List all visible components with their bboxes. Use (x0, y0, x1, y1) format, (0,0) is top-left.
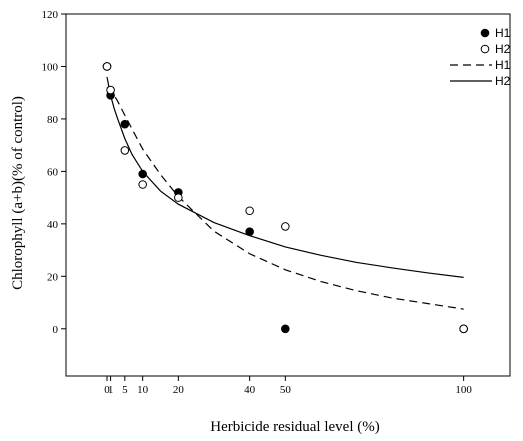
legend-marker (480, 44, 490, 54)
y-tick-label: 100 (42, 61, 59, 73)
data-point-h2 (102, 62, 112, 71)
y-axis-title: Chlorophyll (a+b)(% of control) (10, 96, 26, 290)
data-point-h2 (459, 324, 468, 334)
fit-line-h2-solid (106, 76, 464, 278)
data-point-h2 (106, 85, 115, 95)
x-tick-label: 100 (455, 384, 472, 396)
y-tick-label: 80 (47, 114, 59, 126)
data-points (102, 62, 468, 334)
data-point-h1 (120, 119, 130, 129)
y-axis: 0 20 40 60 80 100 120 (42, 9, 66, 336)
x-axis-title: Herbicide residual level (%) (210, 419, 380, 435)
legend: H1 H2 H1 H2 (450, 26, 511, 88)
data-point-h1 (245, 227, 254, 237)
data-point-h1 (138, 169, 147, 179)
data-point-h2 (120, 146, 130, 155)
x-tick-label: 0 (104, 384, 110, 396)
legend-marker (480, 28, 490, 38)
data-point-h2 (245, 206, 254, 216)
data-point-h1 (281, 324, 290, 334)
legend-label: H1 (495, 26, 511, 40)
legend-label: H2 (495, 42, 511, 56)
plot-area (65, 13, 511, 377)
y-tick-label: 0 (53, 324, 59, 336)
x-axis: 01 5 10 20 40 50 100 (104, 376, 472, 396)
x-tick-label: 1 (108, 384, 114, 396)
data-point-h2 (281, 222, 290, 231)
x-tick-label: 10 (137, 384, 149, 396)
x-tick-label: 20 (173, 384, 185, 396)
y-tick-label: 20 (47, 271, 59, 283)
x-tick-label: 5 (122, 384, 128, 396)
fit-lines (106, 76, 464, 310)
x-tick-label: 40 (244, 384, 256, 396)
x-tick-label: 50 (280, 384, 292, 396)
y-tick-label: 60 (47, 166, 59, 178)
y-tick-label: 40 (47, 219, 59, 231)
legend-label: H1 (495, 58, 511, 72)
y-tick-label: 120 (42, 9, 59, 21)
data-point-h2 (138, 180, 147, 189)
fit-line-h1-dashed (106, 87, 464, 310)
data-point-h2 (174, 193, 183, 202)
legend-label: H2 (495, 74, 511, 88)
